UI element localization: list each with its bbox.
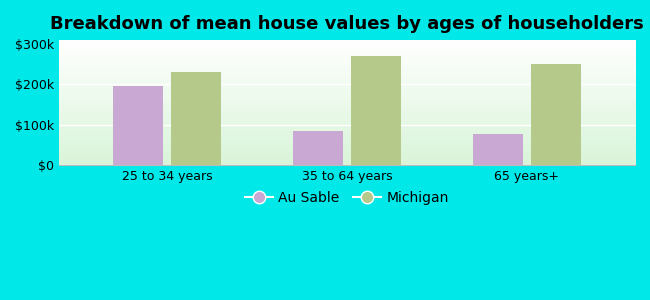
Bar	[473, 134, 523, 165]
Title: Breakdown of mean house values by ages of householders: Breakdown of mean house values by ages o…	[50, 15, 644, 33]
Bar	[530, 64, 581, 165]
Bar	[113, 85, 163, 165]
Bar	[350, 56, 401, 165]
Bar	[170, 71, 221, 165]
Legend: Au Sable, Michigan: Au Sable, Michigan	[239, 185, 454, 210]
Bar	[293, 131, 343, 165]
